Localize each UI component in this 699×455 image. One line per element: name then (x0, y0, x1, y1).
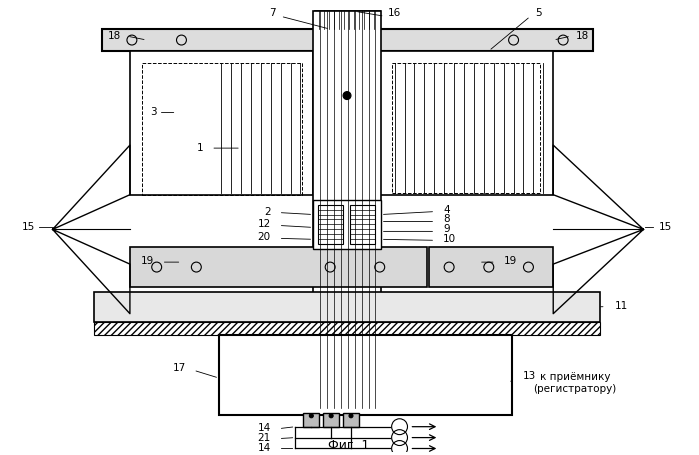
Bar (94, 322, 600, 335)
Text: 11: 11 (614, 301, 628, 311)
Bar (313, 200, 381, 249)
Text: 7: 7 (269, 8, 276, 18)
Bar (130, 51, 313, 195)
Circle shape (329, 414, 333, 418)
Text: 14: 14 (257, 443, 271, 453)
Text: 12: 12 (257, 219, 271, 229)
Text: 13: 13 (522, 371, 535, 381)
Text: 19: 19 (504, 256, 517, 266)
Text: Фиг. 1: Фиг. 1 (329, 439, 370, 452)
Bar (391, 63, 540, 193)
Bar (350, 205, 375, 244)
Bar (94, 292, 600, 322)
Bar (142, 63, 303, 195)
Text: 3: 3 (150, 107, 157, 117)
Text: 8: 8 (443, 214, 450, 224)
Bar (429, 247, 553, 287)
Bar (323, 413, 339, 427)
Text: 16: 16 (388, 8, 401, 18)
Bar (343, 413, 359, 427)
Bar (318, 205, 343, 244)
Text: 15: 15 (22, 222, 35, 233)
Text: 20: 20 (257, 233, 271, 243)
Text: 1: 1 (196, 143, 203, 153)
Bar (102, 29, 593, 51)
Text: 9: 9 (443, 224, 450, 234)
Bar (315, 11, 380, 29)
Circle shape (343, 91, 351, 100)
Circle shape (310, 414, 313, 418)
Bar (380, 51, 553, 195)
Text: 17: 17 (173, 363, 187, 373)
Text: 10: 10 (443, 234, 456, 244)
Text: 4: 4 (443, 205, 450, 215)
Text: 14: 14 (257, 423, 271, 433)
Text: 19: 19 (140, 256, 154, 266)
Bar (130, 247, 427, 287)
Bar (303, 413, 319, 427)
Text: 5: 5 (535, 8, 542, 18)
Text: 18: 18 (108, 31, 121, 41)
Bar (219, 335, 512, 415)
Text: 21: 21 (257, 433, 271, 443)
Text: 2: 2 (264, 207, 271, 217)
Text: к приёмнику
(регистратору): к приёмнику (регистратору) (533, 372, 617, 394)
Circle shape (349, 414, 353, 418)
Text: 18: 18 (575, 31, 589, 41)
Text: 15: 15 (659, 222, 672, 233)
Bar (313, 11, 381, 408)
